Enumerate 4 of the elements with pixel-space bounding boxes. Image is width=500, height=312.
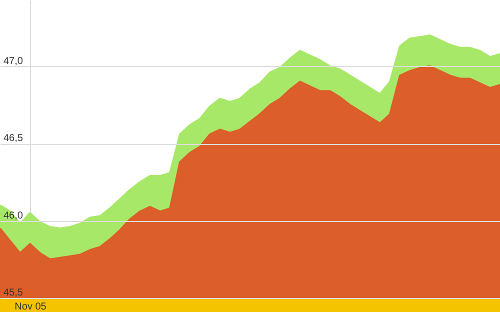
y-tick-label: 45,5: [4, 288, 24, 298]
y-tick-label: 47,0: [4, 56, 24, 67]
y-tick-label: 46,5: [4, 133, 24, 144]
x-tick-label: Nov 05: [14, 302, 47, 312]
